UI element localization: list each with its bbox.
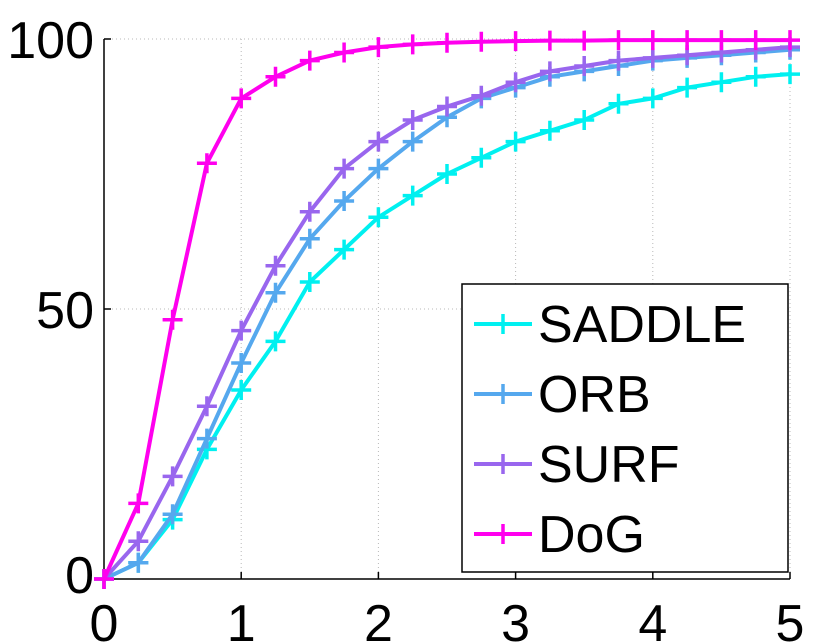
data-point-marker bbox=[437, 32, 457, 53]
x-tick-label: 5 bbox=[776, 595, 805, 642]
y-tick-label: 50 bbox=[36, 282, 94, 340]
data-point-marker bbox=[265, 66, 286, 87]
data-point-marker bbox=[231, 320, 252, 341]
data-point-marker bbox=[265, 282, 286, 303]
data-point-marker bbox=[402, 185, 423, 206]
data-point-marker bbox=[231, 353, 252, 373]
data-point-marker bbox=[265, 331, 286, 352]
data-point-marker bbox=[196, 428, 217, 449]
data-point-marker bbox=[299, 201, 320, 222]
data-point-marker bbox=[505, 31, 526, 52]
data-point-marker bbox=[437, 164, 457, 184]
plot-series bbox=[94, 30, 800, 589]
legend-marker bbox=[493, 314, 513, 334]
data-point-marker bbox=[642, 88, 663, 109]
data-point-marker bbox=[334, 42, 355, 63]
data-point-marker bbox=[402, 110, 423, 130]
data-point-marker bbox=[677, 30, 698, 51]
x-tick-label: 3 bbox=[501, 595, 530, 642]
legend-item-dog: DoG bbox=[474, 506, 645, 564]
data-point-marker bbox=[299, 50, 320, 71]
data-point-marker bbox=[368, 158, 389, 179]
data-point-marker bbox=[574, 110, 595, 130]
data-point-marker bbox=[162, 504, 183, 525]
data-point-marker bbox=[780, 30, 800, 51]
data-point-marker bbox=[539, 30, 560, 51]
data-point-marker bbox=[128, 531, 149, 552]
legend-marker bbox=[493, 524, 513, 544]
data-point-marker bbox=[471, 147, 492, 168]
data-point-marker bbox=[162, 466, 183, 487]
y-tick-label: 100 bbox=[7, 12, 94, 70]
y-tick-label: 0 bbox=[65, 547, 94, 605]
legend-item-saddle: SADDLE bbox=[474, 296, 746, 354]
data-point-marker bbox=[128, 493, 149, 514]
x-tick-label: 4 bbox=[638, 595, 667, 642]
legend-label: DoG bbox=[538, 506, 645, 564]
data-point-marker bbox=[642, 47, 663, 68]
data-point-marker bbox=[574, 30, 595, 51]
data-point-marker bbox=[745, 66, 766, 87]
data-point-marker bbox=[334, 239, 355, 260]
data-point-marker bbox=[196, 396, 217, 417]
data-point-marker bbox=[334, 191, 355, 211]
legend-label: SURF bbox=[538, 436, 680, 494]
data-point-marker bbox=[402, 131, 423, 152]
data-point-marker bbox=[539, 120, 560, 141]
legend-label: ORB bbox=[538, 366, 651, 424]
data-point-marker bbox=[128, 552, 149, 573]
data-point-marker bbox=[505, 131, 526, 152]
data-point-marker bbox=[539, 61, 560, 82]
legend: SADDLE ORB SURF DoG bbox=[461, 283, 789, 573]
x-tick-label: 0 bbox=[90, 595, 119, 642]
data-point-marker bbox=[94, 569, 114, 589]
data-point-marker bbox=[299, 272, 320, 292]
data-point-marker bbox=[402, 34, 423, 55]
legend-marker bbox=[493, 384, 513, 404]
legend-marker bbox=[493, 454, 513, 474]
x-tick-label: 1 bbox=[227, 595, 256, 642]
data-point-marker bbox=[745, 30, 766, 51]
data-point-marker bbox=[368, 207, 389, 228]
data-point-marker bbox=[231, 88, 252, 109]
data-point-marker bbox=[368, 37, 389, 58]
data-point-marker bbox=[642, 30, 663, 51]
data-point-marker bbox=[608, 93, 629, 114]
series-dog bbox=[94, 30, 800, 589]
legend-label: SADDLE bbox=[538, 296, 746, 354]
data-point-marker bbox=[471, 85, 492, 106]
data-point-marker bbox=[368, 131, 389, 152]
legend-item-orb: ORB bbox=[474, 366, 651, 424]
data-point-marker bbox=[608, 30, 629, 51]
data-point-marker bbox=[231, 380, 252, 400]
data-point-marker bbox=[608, 50, 629, 71]
x-tick-label: 2 bbox=[364, 595, 393, 642]
data-point-marker bbox=[334, 158, 355, 179]
data-point-marker bbox=[471, 31, 492, 52]
data-point-marker bbox=[196, 153, 217, 174]
data-point-marker bbox=[711, 30, 732, 51]
data-point-marker bbox=[780, 64, 800, 85]
data-point-marker bbox=[505, 72, 526, 93]
legend-box bbox=[461, 283, 789, 573]
data-point-marker bbox=[711, 72, 732, 93]
data-point-marker bbox=[574, 56, 595, 76]
data-point-marker bbox=[265, 255, 286, 276]
data-point-marker bbox=[677, 77, 698, 98]
series-saddle bbox=[94, 64, 800, 589]
data-point-marker bbox=[162, 309, 183, 330]
data-point-marker bbox=[299, 228, 320, 249]
data-point-marker bbox=[437, 96, 457, 117]
legend-item-surf: SURF bbox=[474, 436, 680, 494]
